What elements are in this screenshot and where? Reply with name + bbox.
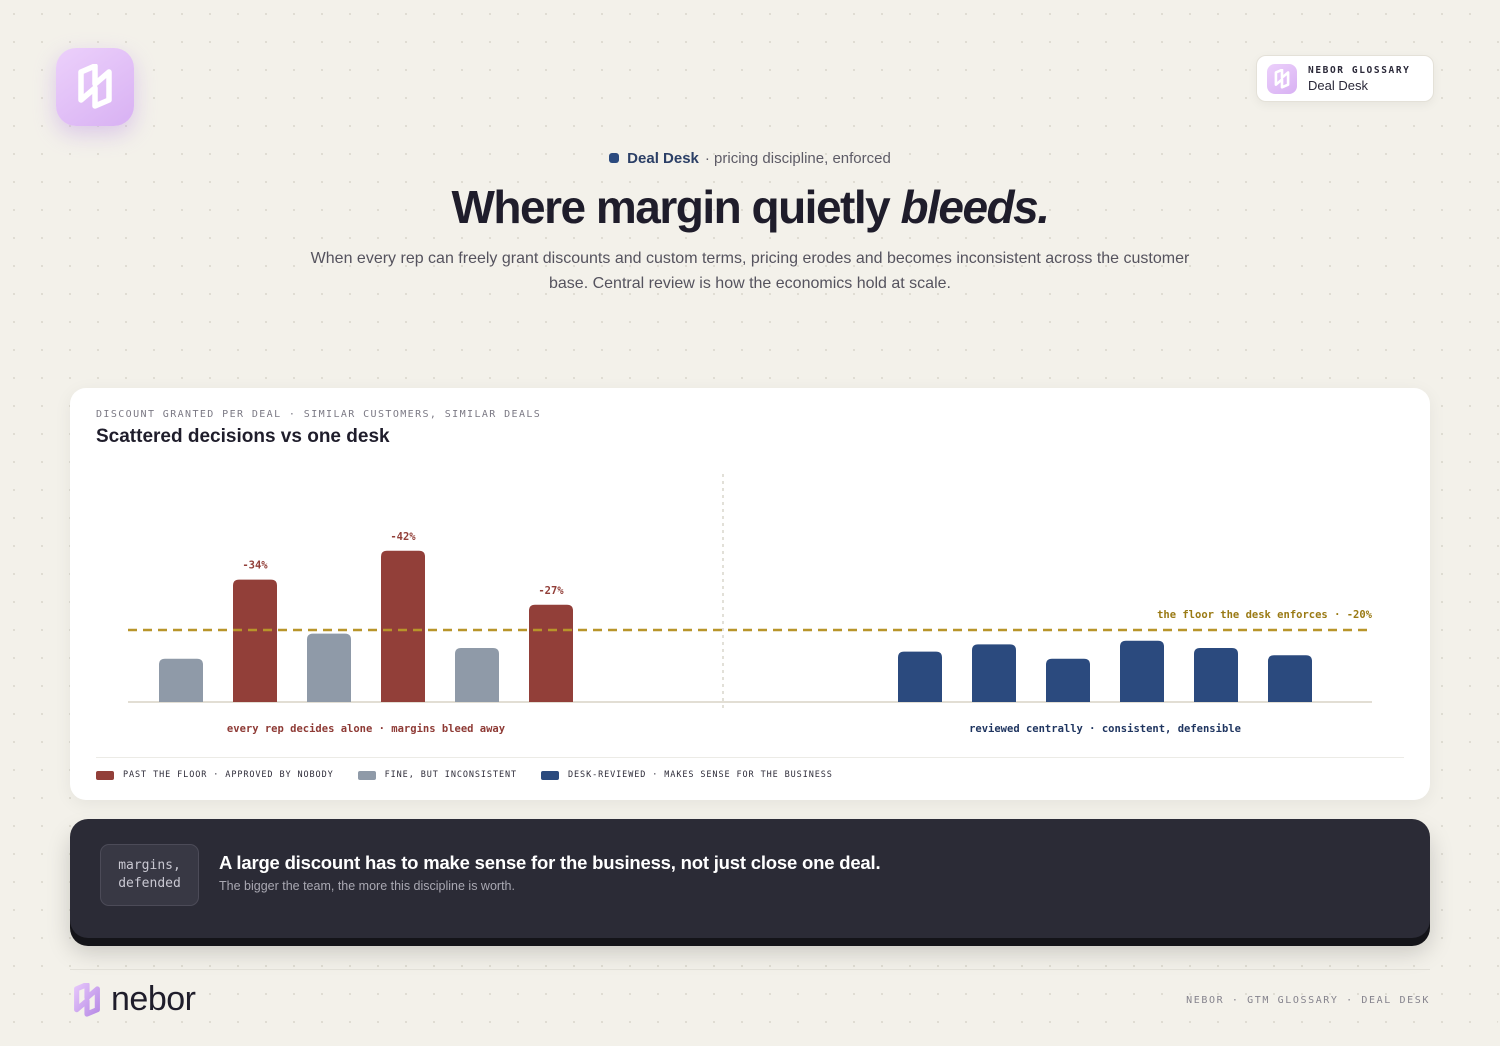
bar-value-label: -27% bbox=[538, 585, 564, 597]
bar-value-label: -42% bbox=[390, 531, 416, 543]
eyebrow-tagline: · pricing discipline, enforced bbox=[704, 150, 891, 167]
bar-desk-2-4 bbox=[1120, 640, 1164, 702]
bar-desk-2-2 bbox=[972, 644, 1016, 702]
bar-desk-2-6 bbox=[1268, 655, 1312, 702]
page-title: Where margin quietly bleeds. bbox=[0, 180, 1500, 234]
bar-past-1-2 bbox=[233, 579, 277, 702]
footer-wordmark[interactable]: nebor bbox=[70, 980, 196, 1019]
glossary-badge[interactable]: NEBOR GLOSSARY Deal Desk bbox=[1256, 55, 1434, 102]
chart-card: DISCOUNT GRANTED PER DEAL · SIMILAR CUST… bbox=[70, 388, 1430, 800]
nebor-wordmark-icon bbox=[74, 982, 100, 1017]
group-label-2: reviewed centrally · consistent, defensi… bbox=[969, 723, 1241, 735]
bar-fine-1-5 bbox=[455, 648, 499, 702]
headline-lead: Where margin quietly bbox=[451, 181, 901, 233]
legend-label: DESK-REVIEWED · MAKES SENSE FOR THE BUSI… bbox=[568, 770, 833, 780]
hero-eyebrow: Deal Desk · pricing discipline, enforced bbox=[0, 150, 1500, 167]
legend-label: PAST THE FLOOR · APPROVED BY NOBODY bbox=[123, 770, 334, 780]
takeaway-callout: margins, defended A large discount has t… bbox=[70, 819, 1430, 938]
legend-item-desk: DESK-REVIEWED · MAKES SENSE FOR THE BUSI… bbox=[541, 770, 833, 780]
eyebrow-topic: Deal Desk bbox=[627, 150, 699, 167]
callout-title: A large discount has to make sense for t… bbox=[219, 852, 881, 873]
chart-kicker: DISCOUNT GRANTED PER DEAL · SIMILAR CUST… bbox=[96, 409, 542, 420]
badge-subtitle: Deal Desk bbox=[1308, 77, 1368, 93]
bar-fine-1-3 bbox=[307, 633, 351, 702]
chart-legend: PAST THE FLOOR · APPROVED BY NOBODY FINE,… bbox=[96, 770, 833, 780]
headline-emphasis: bleeds. bbox=[900, 181, 1051, 233]
legend-swatch bbox=[541, 770, 560, 780]
chip-line-2: defended bbox=[118, 876, 181, 891]
bar-past-1-6 bbox=[529, 604, 573, 702]
bar-fine-1-1 bbox=[159, 658, 203, 702]
footer-divider bbox=[70, 969, 1430, 970]
bar-past-1-4 bbox=[381, 550, 425, 702]
callout-subtitle: The bigger the team, the more this disci… bbox=[219, 879, 515, 893]
takeaway-chip: margins, defended bbox=[100, 844, 199, 906]
footer-meta: NEBOR · GTM GLOSSARY · DEAL DESK bbox=[1186, 995, 1430, 1006]
legend-item-fine: FINE, BUT INCONSISTENT bbox=[357, 770, 518, 780]
bar-desk-2-3 bbox=[1046, 658, 1090, 702]
bar-desk-2-5 bbox=[1194, 648, 1238, 702]
legend-label: FINE, BUT INCONSISTENT bbox=[384, 770, 518, 780]
bar-desk-2-1 bbox=[898, 651, 942, 702]
group-label-1: every rep decides alone · margins bleed … bbox=[227, 723, 506, 735]
legend-swatch bbox=[357, 770, 376, 780]
legend-swatch bbox=[96, 770, 114, 780]
discount-chart: -34% -42% -27% every rep decides alone · ma… bbox=[128, 474, 1373, 735]
nebor-logo-icon bbox=[78, 64, 112, 109]
wordmark-text: nebor bbox=[111, 980, 196, 1018]
bar-value-label: -34% bbox=[242, 560, 268, 572]
legend-item-past: PAST THE FLOOR · APPROVED BY NOBODY bbox=[96, 770, 334, 780]
badge-title: NEBOR GLOSSARY bbox=[1308, 64, 1411, 76]
floor-label: the floor the desk enforces · -20% bbox=[1157, 609, 1373, 621]
nebor-badge-icon bbox=[1267, 63, 1297, 94]
nebor-logo-tile bbox=[56, 48, 134, 126]
chart-title: Scattered decisions vs one desk bbox=[96, 426, 390, 447]
chip-line-1: margins, bbox=[118, 858, 181, 873]
eyebrow-dot-icon bbox=[609, 153, 620, 163]
hero-lede: When every rep can freely grant discount… bbox=[310, 250, 1190, 292]
legend-divider bbox=[96, 757, 1404, 758]
